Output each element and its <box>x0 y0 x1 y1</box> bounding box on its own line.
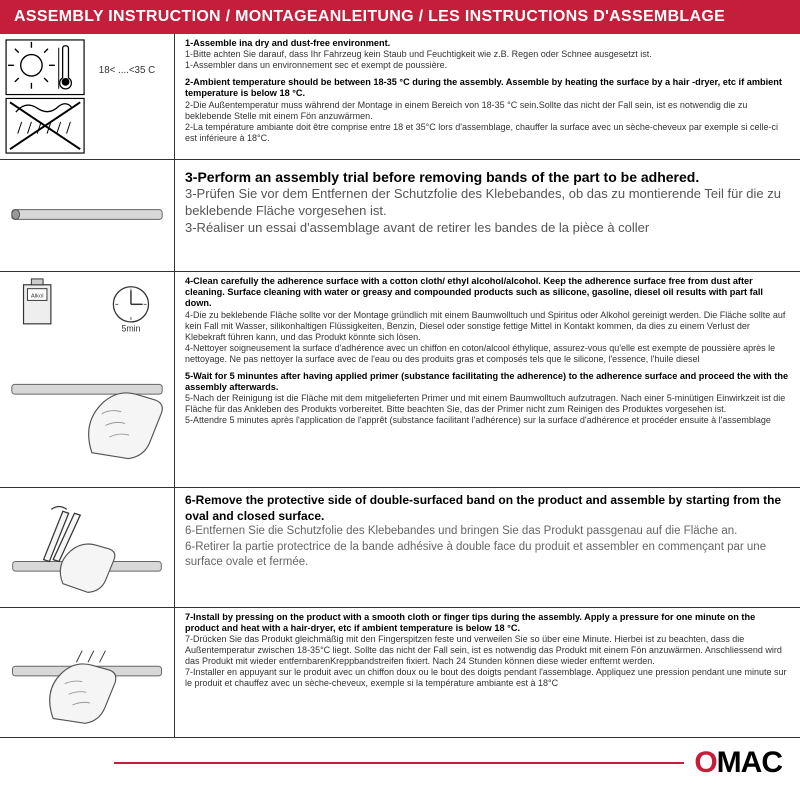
step2-bold: 2-Ambient temperature should be between … <box>185 77 790 99</box>
step5-de: 5-Nach der Reinigung ist die Fläche mit … <box>185 393 790 415</box>
bottle-label: Alkol <box>31 293 44 299</box>
step-text-7: 7-Install by pressing on the product wit… <box>175 608 800 737</box>
step-row-2: 3-Perform an assembly trial before remov… <box>0 160 800 272</box>
step-row-1: 18< ....<35 C 1-Assemble ina dry and dus… <box>0 34 800 160</box>
step5-bold: 5-Wait for 5 minuntes after having appli… <box>185 371 790 393</box>
step-row-3: Alkol 5min 4-Clean carefully the adheren… <box>0 272 800 488</box>
logo-rest: MAC <box>717 746 782 780</box>
step7-bold: 7-Install by pressing on the product wit… <box>185 612 790 634</box>
clock-label: 5min <box>121 324 140 334</box>
step-text-3: 3-Perform an assembly trial before remov… <box>175 160 800 271</box>
step-row-4: 6-Remove the protective side of double-s… <box>0 488 800 608</box>
temp-range-label: 18< ....<35 C <box>99 65 155 76</box>
step5-fr: 5-Attendre 5 minutes après l'application… <box>185 415 790 426</box>
step2-fr: 2-La température ambiante doit être comp… <box>185 122 790 144</box>
step1-de: 1-Bitte achten Sie darauf, dass Ihr Fahr… <box>185 49 790 60</box>
step3-de: 3-Prüfen Sie vor dem Entfernen der Schut… <box>185 186 790 220</box>
step1-bold: 1-Assemble ina dry and dust-free environ… <box>185 38 790 49</box>
footer: OMAC <box>0 738 800 784</box>
page-title: ASSEMBLY INSTRUCTION / MONTAGEANLEITUNG … <box>0 0 800 34</box>
step3-bold: 3-Perform an assembly trial before remov… <box>185 168 790 186</box>
illustration-1: 18< ....<35 C <box>0 34 175 159</box>
step2-de: 2-Die Außentemperatur muss während der M… <box>185 100 790 122</box>
brand-logo: OMAC <box>694 746 782 780</box>
step7-de: 7-Drücken Sie das Produkt gleichmäßig mi… <box>185 634 790 667</box>
step4-bold: 4-Clean carefully the adherence surface … <box>185 276 790 310</box>
illustration-4 <box>0 488 175 607</box>
step-text-1-2: 1-Assemble ina dry and dust-free environ… <box>175 34 800 159</box>
step6-fr: 6-Retirer la partie protectrice de la ba… <box>185 540 790 571</box>
footer-divider <box>114 762 684 764</box>
step-text-4-5: 4-Clean carefully the adherence surface … <box>175 272 800 487</box>
step-text-6: 6-Remove the protective side of double-s… <box>175 488 800 607</box>
illustration-5 <box>0 608 175 737</box>
step7-fr: 7-Installer en appuyant sur le produit a… <box>185 667 790 689</box>
step1-fr: 1-Assembler dans un environnement sec et… <box>185 60 790 71</box>
step4-fr: 4-Nettoyer soigneusement la surface d'ad… <box>185 343 790 365</box>
illustration-2 <box>0 160 175 271</box>
logo-accent-char: O <box>694 746 716 780</box>
step4-de: 4-Die zu beklebende Fläche sollte vor de… <box>185 310 790 343</box>
step6-bold: 6-Remove the protective side of double-s… <box>185 492 790 524</box>
step6-de: 6-Entfernen Sie die Schutzfolie des Kleb… <box>185 524 790 540</box>
illustration-3: Alkol 5min <box>0 272 175 487</box>
step-row-5: 7-Install by pressing on the product wit… <box>0 608 800 738</box>
step3-fr: 3-Réaliser un essai d'assemblage avant d… <box>185 220 790 237</box>
